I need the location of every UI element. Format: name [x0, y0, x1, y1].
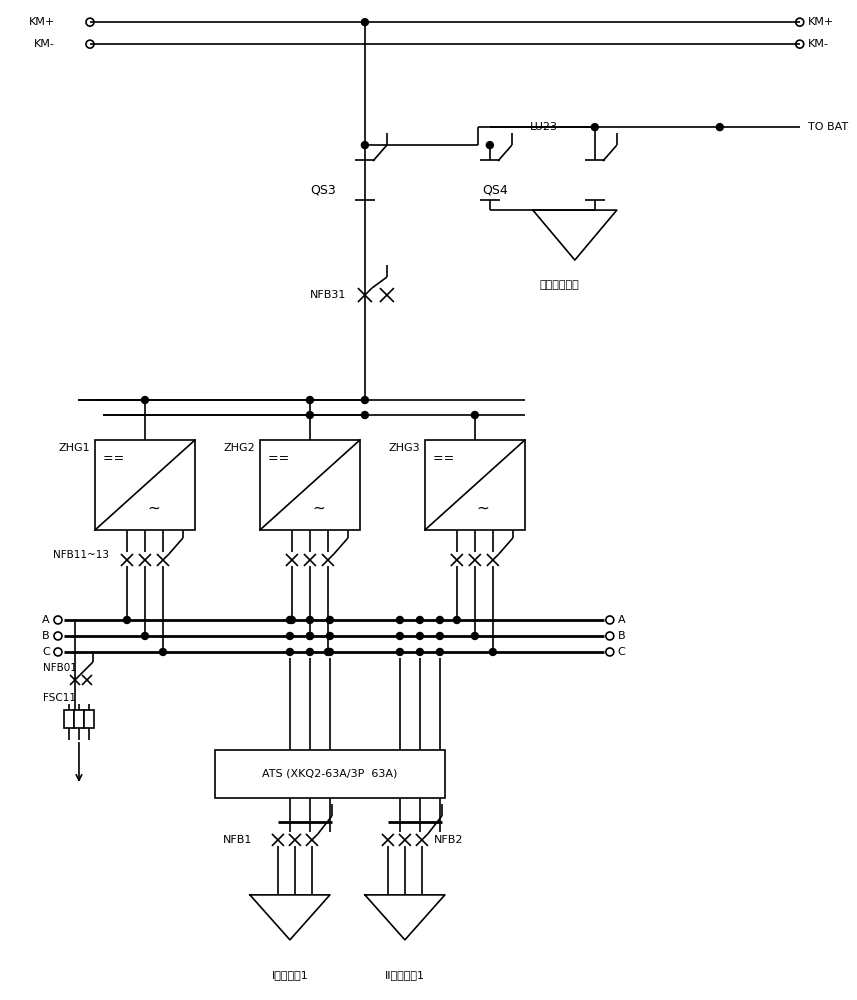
- Text: FSC11: FSC11: [43, 693, 76, 703]
- Text: NFB11~13: NFB11~13: [53, 550, 109, 560]
- Text: I交流进线1: I交流进线1: [272, 970, 309, 980]
- Circle shape: [397, 616, 404, 623]
- Text: NFB2: NFB2: [434, 835, 464, 845]
- Bar: [64, 710, 74, 728]
- Circle shape: [159, 648, 166, 655]
- Bar: [84, 710, 94, 728]
- Circle shape: [362, 142, 369, 149]
- Circle shape: [417, 648, 423, 655]
- Text: C: C: [42, 647, 50, 657]
- Text: QS4: QS4: [482, 184, 507, 197]
- Circle shape: [397, 648, 404, 655]
- Bar: [260, 440, 360, 530]
- Text: B: B: [618, 631, 626, 641]
- Circle shape: [307, 412, 314, 419]
- Text: NFB1: NFB1: [223, 835, 252, 845]
- Text: ZHG2: ZHG2: [223, 443, 255, 453]
- Circle shape: [325, 648, 332, 655]
- Circle shape: [397, 632, 404, 639]
- Circle shape: [471, 412, 478, 419]
- Circle shape: [286, 648, 293, 655]
- Circle shape: [327, 632, 333, 639]
- Text: LU23: LU23: [530, 122, 558, 132]
- Text: NFB31: NFB31: [310, 290, 346, 300]
- Bar: [215, 750, 445, 798]
- Text: 备用输入回路: 备用输入回路: [540, 280, 579, 290]
- Text: B: B: [42, 631, 50, 641]
- Circle shape: [417, 632, 423, 639]
- Circle shape: [141, 632, 148, 639]
- Text: KM+: KM+: [29, 17, 55, 27]
- Text: ~: ~: [312, 500, 325, 515]
- Circle shape: [453, 616, 460, 623]
- Circle shape: [307, 632, 314, 639]
- Circle shape: [436, 632, 443, 639]
- Bar: [95, 440, 195, 530]
- Text: A: A: [42, 615, 50, 625]
- Circle shape: [327, 648, 333, 655]
- Circle shape: [591, 124, 598, 131]
- Circle shape: [289, 616, 296, 623]
- Circle shape: [307, 648, 314, 655]
- Text: ~: ~: [476, 500, 489, 515]
- Text: =​=: =​=: [103, 452, 124, 465]
- Text: =​=: =​=: [433, 452, 454, 465]
- Text: C: C: [618, 647, 626, 657]
- Circle shape: [327, 616, 333, 623]
- Text: ATS (XKQ2-63A/3P  63A): ATS (XKQ2-63A/3P 63A): [262, 769, 398, 779]
- Circle shape: [286, 632, 293, 639]
- Circle shape: [471, 632, 478, 639]
- Circle shape: [286, 616, 293, 623]
- Circle shape: [362, 19, 369, 26]
- Circle shape: [123, 616, 130, 623]
- Circle shape: [307, 397, 314, 404]
- Text: II交流进线1: II交流进线1: [385, 970, 425, 980]
- Text: QS3: QS3: [310, 184, 336, 197]
- Text: ZHG3: ZHG3: [388, 443, 420, 453]
- Circle shape: [307, 632, 314, 639]
- Text: TO BAT: TO BAT: [808, 122, 848, 132]
- Text: KM-: KM-: [808, 39, 829, 49]
- Bar: [425, 440, 524, 530]
- Circle shape: [489, 648, 496, 655]
- Circle shape: [362, 397, 369, 404]
- Text: =​=: =​=: [268, 452, 289, 465]
- Bar: [74, 710, 84, 728]
- Text: KM-: KM-: [34, 39, 55, 49]
- Text: ZHG1: ZHG1: [58, 443, 90, 453]
- Circle shape: [487, 142, 494, 149]
- Text: NFB01: NFB01: [43, 663, 77, 673]
- Text: KM+: KM+: [808, 17, 834, 27]
- Text: ~: ~: [147, 500, 159, 515]
- Text: A: A: [618, 615, 626, 625]
- Circle shape: [436, 616, 443, 623]
- Circle shape: [141, 397, 148, 404]
- Circle shape: [436, 648, 443, 655]
- Circle shape: [362, 412, 369, 419]
- Circle shape: [417, 616, 423, 623]
- Circle shape: [716, 124, 723, 131]
- Circle shape: [307, 616, 314, 623]
